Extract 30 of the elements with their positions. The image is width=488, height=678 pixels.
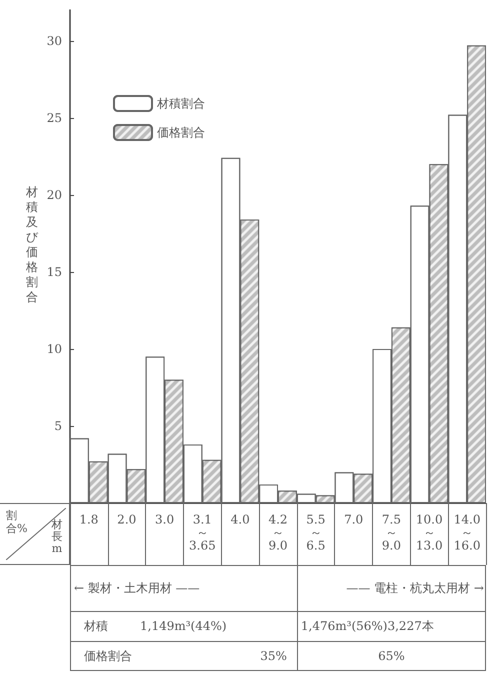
legend-label: 価格割合	[157, 126, 205, 140]
x-tick-label: 14.0～16.0	[454, 512, 480, 552]
x-tick-label: 7.0	[344, 512, 364, 526]
text: 65%	[377, 648, 406, 665]
x-tick-label: 4.0	[230, 512, 250, 526]
text: 1,476m³(56%)3,227本	[300, 618, 435, 635]
x-tick-label: 1.8	[79, 512, 98, 526]
legend-label: 材積割合	[156, 96, 205, 110]
x-tick-label: 5.5～6.5	[306, 512, 326, 552]
y-tick-label: 15	[46, 264, 62, 279]
text: —— 電柱・杭丸太用材 →	[345, 580, 484, 597]
y-tick-label: 20	[46, 188, 62, 202]
y-axis-title: 材積及び価格割合	[25, 185, 40, 305]
y-tick-label: 5	[54, 418, 62, 433]
text: ← 製材・土木用材 ——	[74, 580, 201, 597]
y-tick-label: 30	[46, 34, 62, 48]
text: 1,149m³(44%)	[140, 618, 228, 635]
text: 材積	[84, 618, 109, 635]
x-tick-label: 10.0～13.0	[416, 512, 443, 552]
x-tick-label: 3.0	[155, 512, 174, 526]
x-tick-label: 7.5～9.0	[382, 512, 401, 552]
x-tick-label: 4.2～9.0	[268, 512, 288, 552]
text: 35%	[259, 648, 287, 665]
text: 価格割合	[84, 648, 133, 665]
x-tick-label: 2.0	[117, 512, 136, 526]
text: 材長m	[50, 518, 64, 555]
y-tick-label: 10	[46, 342, 62, 356]
text: 割合%	[6, 509, 28, 535]
y-tick-label: 25	[46, 110, 62, 125]
x-tick-label: 3.1～3.65	[189, 512, 216, 552]
